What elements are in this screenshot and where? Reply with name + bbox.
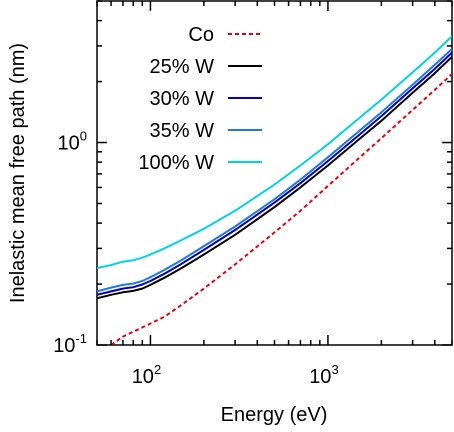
series-line-4 bbox=[97, 35, 452, 269]
legend-label-4: 100% W bbox=[138, 152, 214, 174]
legend: Co 25% W 30% W 35% W 100% W bbox=[138, 24, 262, 174]
series-line-2 bbox=[97, 51, 452, 296]
series-layer bbox=[97, 35, 452, 345]
y-tick-label: 100 bbox=[58, 129, 87, 155]
x-axis-label: Energy (eV) bbox=[221, 404, 328, 426]
series-line-0 bbox=[110, 73, 452, 345]
series-line-3 bbox=[97, 48, 452, 293]
legend-label-3: 35% W bbox=[150, 120, 215, 142]
y-tick-label: 10-1 bbox=[53, 331, 87, 357]
legend-label-1: 25% W bbox=[150, 56, 215, 78]
y-axis-label: Inelastic mean free path (nm) bbox=[7, 43, 29, 303]
series-line-1 bbox=[97, 56, 452, 300]
legend-label-0: Co bbox=[188, 24, 214, 46]
x-tick-label: 102 bbox=[132, 362, 161, 388]
ticks-layer: 102 103 10-1 100 bbox=[53, 0, 453, 388]
x-tick-label: 103 bbox=[309, 362, 338, 388]
legend-label-2: 30% W bbox=[150, 88, 215, 110]
